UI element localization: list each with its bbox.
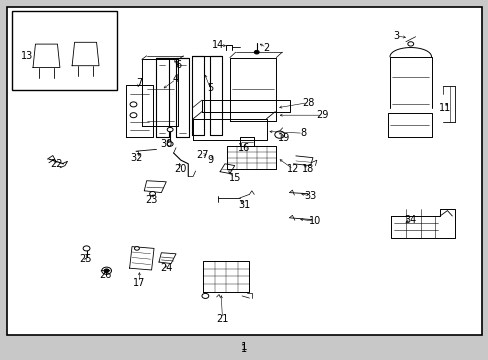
Text: 13: 13 (20, 51, 33, 61)
Text: 33: 33 (304, 191, 316, 201)
Circle shape (130, 102, 137, 107)
Text: 29: 29 (316, 110, 328, 120)
Text: 2: 2 (263, 42, 269, 53)
Text: 10: 10 (308, 216, 321, 226)
Text: 25: 25 (79, 254, 92, 264)
Text: 27: 27 (196, 150, 209, 160)
Text: 11: 11 (438, 103, 450, 113)
Circle shape (134, 247, 139, 250)
Text: 16: 16 (238, 143, 250, 153)
Circle shape (83, 246, 90, 251)
Circle shape (167, 142, 173, 146)
Text: 30: 30 (160, 139, 172, 149)
Circle shape (274, 131, 284, 138)
Text: 4: 4 (173, 74, 179, 84)
Text: 12: 12 (286, 164, 299, 174)
Text: 19: 19 (277, 132, 289, 143)
Text: 28: 28 (301, 98, 314, 108)
Text: 23: 23 (145, 195, 158, 205)
Circle shape (167, 127, 173, 132)
Polygon shape (72, 42, 99, 66)
Text: 7: 7 (136, 78, 142, 88)
Text: 24: 24 (160, 263, 172, 273)
Text: 6: 6 (175, 60, 181, 70)
Text: 18: 18 (301, 164, 314, 174)
Circle shape (104, 269, 109, 273)
Circle shape (254, 50, 259, 54)
Text: 1: 1 (241, 344, 247, 354)
Text: 1: 1 (241, 342, 247, 352)
Text: 15: 15 (228, 173, 241, 183)
Text: 8: 8 (300, 128, 305, 138)
Text: 14: 14 (211, 40, 224, 50)
Text: 17: 17 (133, 278, 145, 288)
Text: 3: 3 (392, 31, 398, 41)
Bar (12, 11, 117, 90)
Circle shape (102, 267, 111, 274)
Circle shape (202, 293, 208, 298)
Text: 21: 21 (216, 314, 228, 324)
Circle shape (149, 192, 155, 196)
Circle shape (407, 42, 413, 46)
Text: 5: 5 (207, 83, 213, 93)
Circle shape (130, 113, 137, 118)
Text: 34: 34 (404, 215, 416, 225)
Text: 9: 9 (207, 155, 213, 165)
Text: 20: 20 (174, 164, 187, 174)
Polygon shape (33, 44, 60, 68)
Text: 31: 31 (238, 200, 250, 210)
Text: 26: 26 (99, 270, 111, 280)
Text: 22: 22 (50, 159, 62, 169)
Text: 32: 32 (130, 153, 143, 163)
